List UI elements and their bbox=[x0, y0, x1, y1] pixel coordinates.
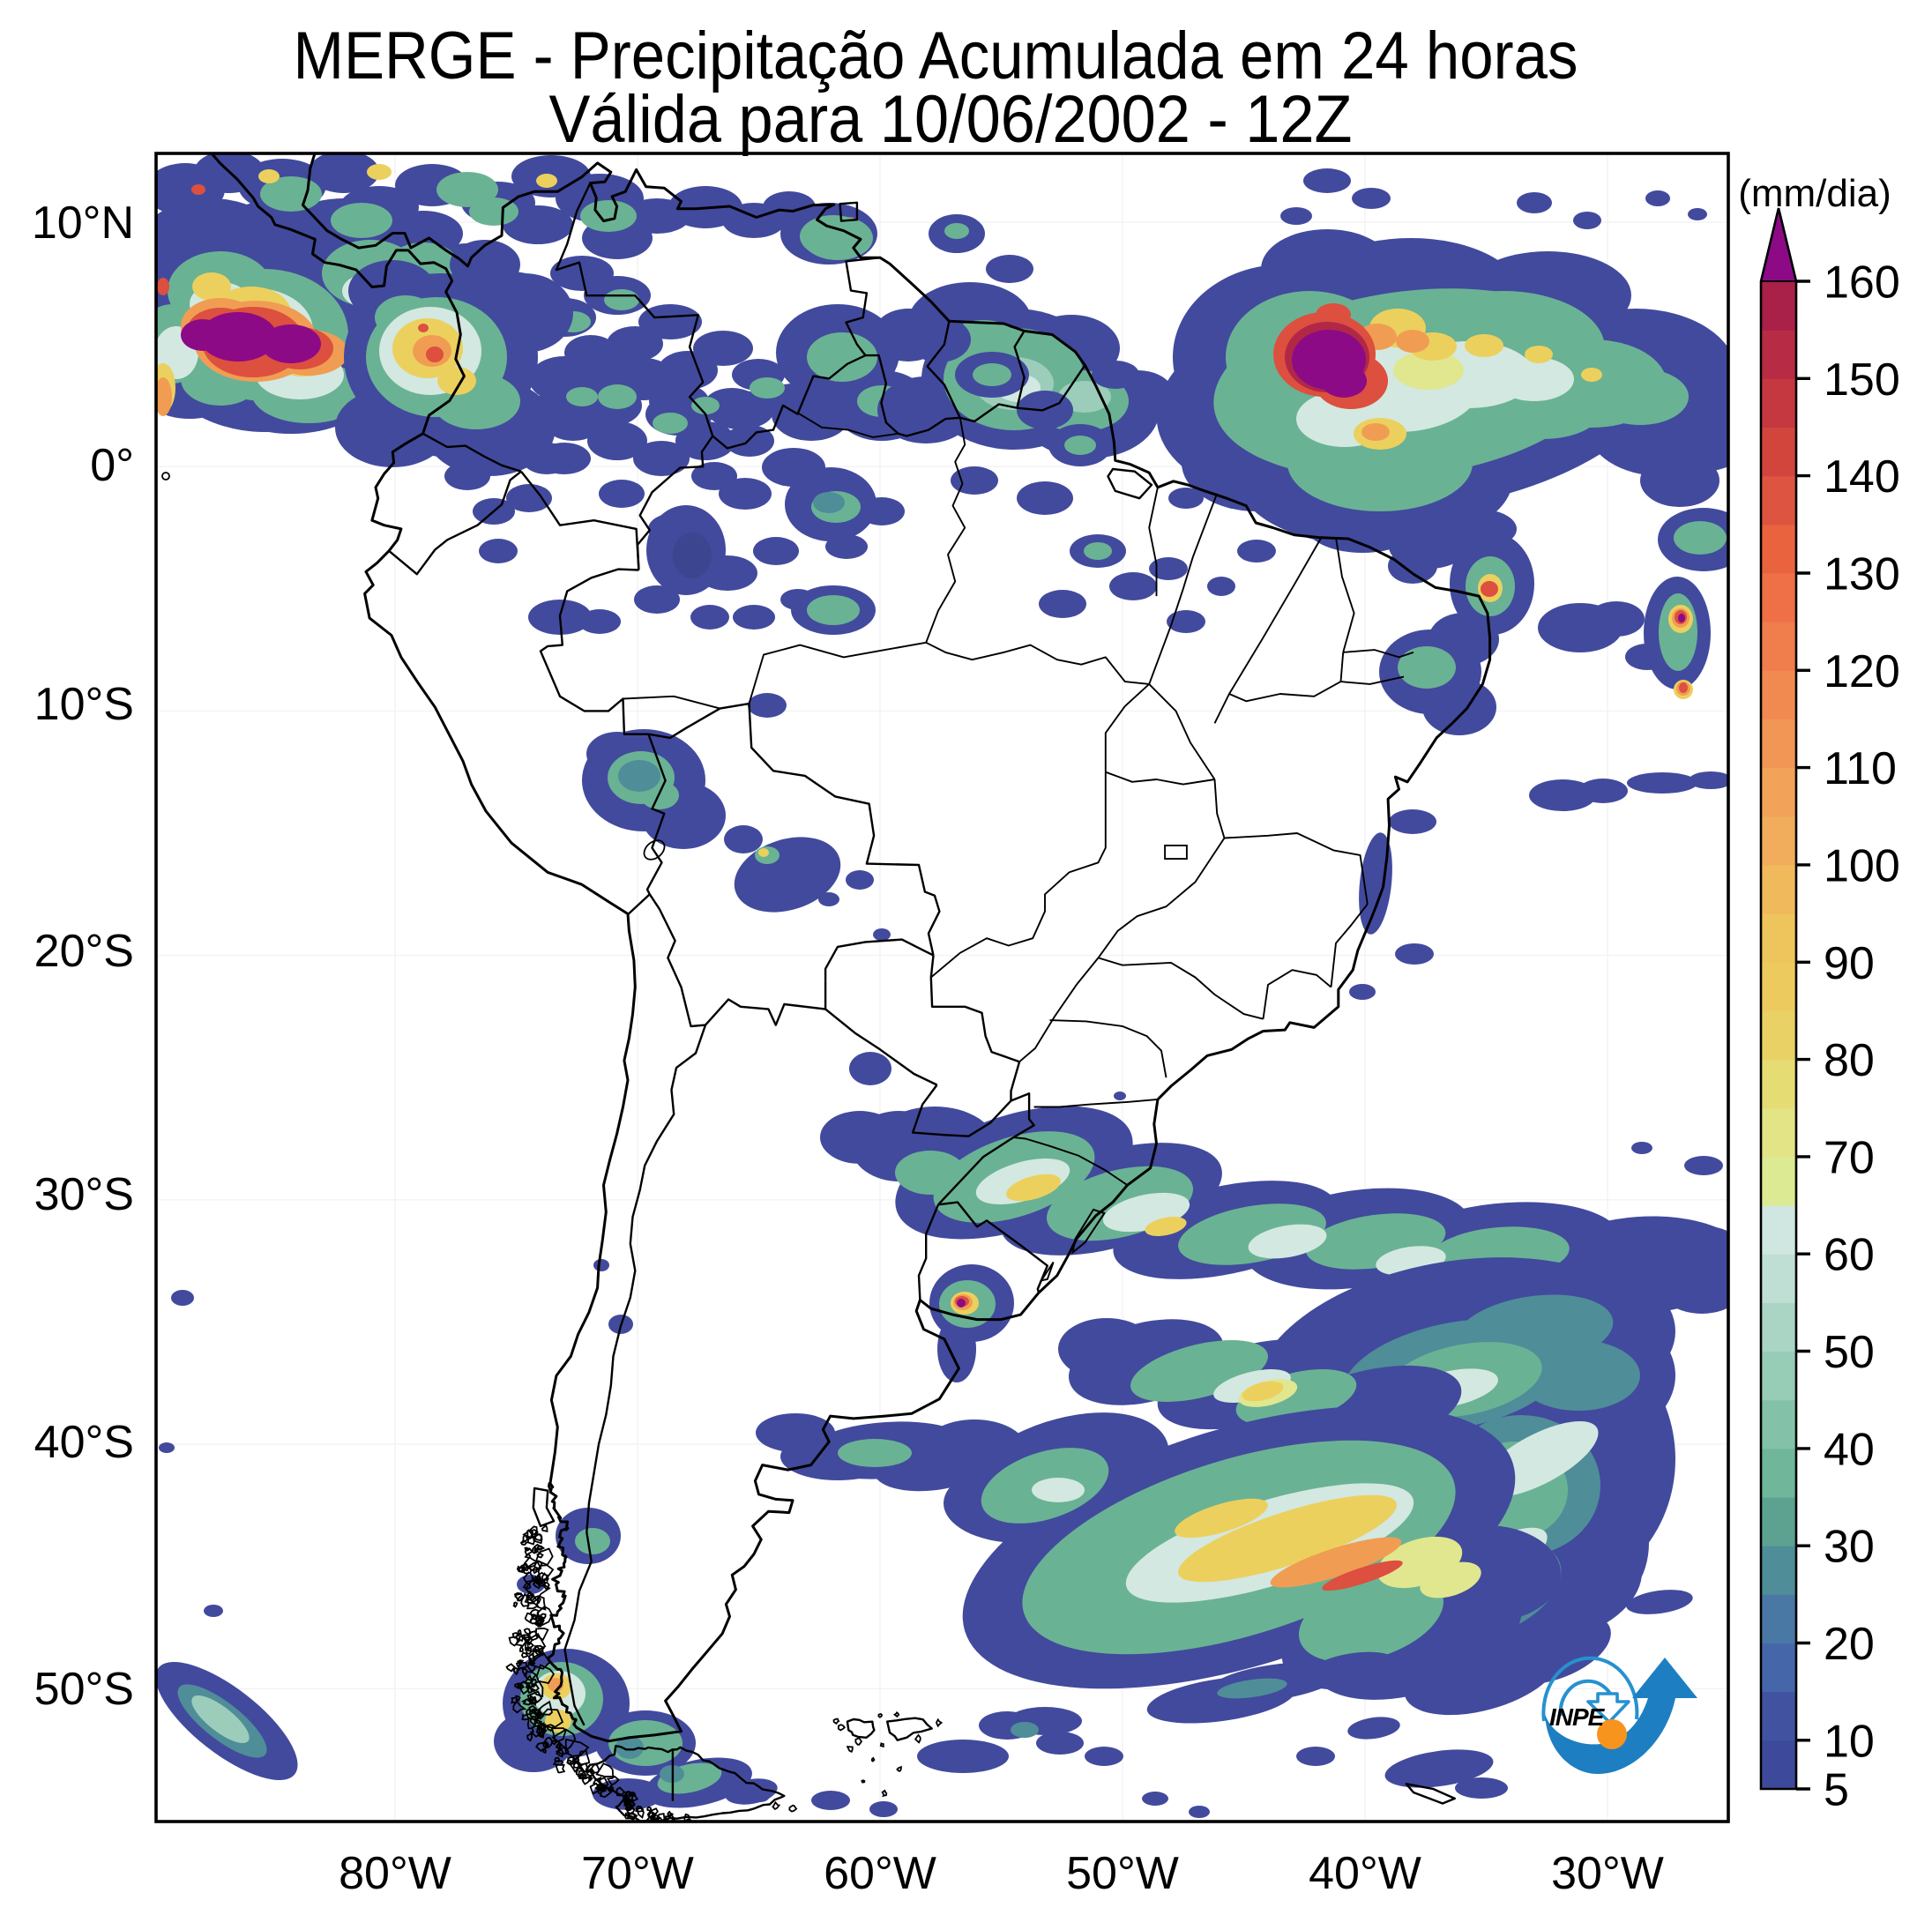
svg-text:160: 160 bbox=[1824, 257, 1900, 309]
svg-text:140: 140 bbox=[1824, 451, 1900, 503]
svg-text:80: 80 bbox=[1824, 1035, 1875, 1086]
svg-text:40: 40 bbox=[1824, 1424, 1875, 1475]
svg-text:MERGE - Precipitação Acumulada: MERGE - Precipitação Acumulada em 24 hor… bbox=[294, 19, 1578, 93]
svg-text:130: 130 bbox=[1824, 549, 1900, 600]
svg-text:10: 10 bbox=[1824, 1716, 1875, 1767]
svg-text:120: 120 bbox=[1824, 646, 1900, 697]
svg-text:30°S: 30°S bbox=[34, 1169, 134, 1220]
svg-text:20: 20 bbox=[1824, 1619, 1875, 1670]
svg-text:10°S: 10°S bbox=[34, 679, 134, 730]
svg-text:5: 5 bbox=[1824, 1765, 1849, 1816]
svg-text:0°: 0° bbox=[90, 440, 134, 491]
svg-text:70: 70 bbox=[1824, 1132, 1875, 1183]
svg-text:110: 110 bbox=[1824, 743, 1897, 794]
svg-text:100: 100 bbox=[1824, 840, 1900, 891]
svg-text:40°S: 40°S bbox=[34, 1417, 134, 1468]
svg-text:30°W: 30°W bbox=[1551, 1848, 1664, 1899]
svg-text:80°W: 80°W bbox=[339, 1848, 451, 1899]
svg-text:60: 60 bbox=[1824, 1230, 1875, 1281]
svg-text:10°N: 10°N bbox=[32, 197, 134, 249]
svg-text:Válida para 10/06/2002 - 12Z: Válida para 10/06/2002 - 12Z bbox=[549, 82, 1353, 157]
svg-text:INPE: INPE bbox=[1549, 1703, 1606, 1731]
svg-text:50: 50 bbox=[1824, 1327, 1875, 1378]
svg-text:60°W: 60°W bbox=[824, 1848, 936, 1899]
svg-text:30: 30 bbox=[1824, 1522, 1875, 1573]
svg-text:70°W: 70°W bbox=[581, 1848, 694, 1899]
svg-text:90: 90 bbox=[1824, 938, 1875, 989]
svg-text:150: 150 bbox=[1824, 354, 1900, 406]
svg-text:50°W: 50°W bbox=[1066, 1848, 1179, 1899]
svg-text:50°S: 50°S bbox=[34, 1664, 134, 1715]
svg-text:(mm/dia): (mm/dia) bbox=[1738, 172, 1891, 215]
svg-text:40°W: 40°W bbox=[1309, 1848, 1421, 1899]
svg-text:20°S: 20°S bbox=[34, 926, 134, 977]
